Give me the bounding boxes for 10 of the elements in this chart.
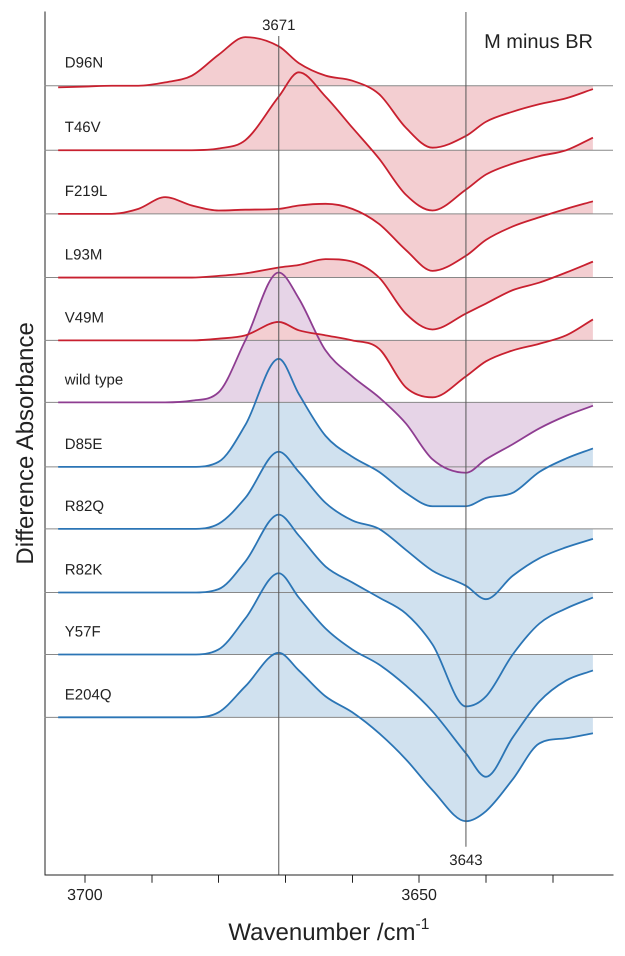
series-label: E204Q: [64, 686, 112, 704]
series-label: F219L: [64, 182, 108, 200]
ref-line-label: 3643: [449, 852, 483, 869]
ref-line-label: 3671: [262, 17, 296, 34]
y-axis-title: Difference Absorbance: [12, 322, 40, 565]
series-label: Y57F: [64, 623, 101, 640]
series-label: R82K: [64, 562, 102, 579]
x-tick-label: 3650: [401, 886, 438, 904]
x-tick-label: 3700: [67, 886, 103, 904]
series-label: R82Q: [64, 498, 104, 515]
